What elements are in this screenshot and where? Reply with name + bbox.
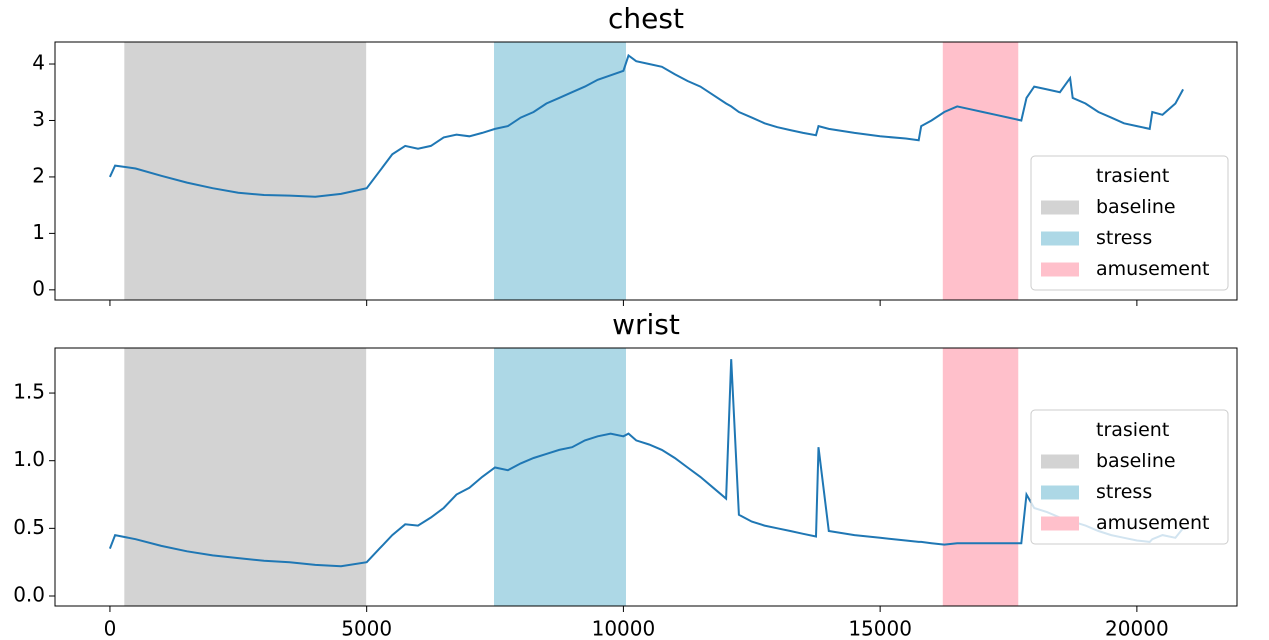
legend-swatch bbox=[1041, 200, 1079, 215]
x-tick-label: 10000 bbox=[592, 617, 656, 640]
y-tick-label: 0.0 bbox=[13, 582, 45, 606]
legend-label: amusement bbox=[1096, 512, 1209, 534]
y-tick-label: 3 bbox=[32, 107, 45, 131]
legend-swatch bbox=[1041, 516, 1079, 531]
legend-box bbox=[1030, 155, 1229, 291]
legend-label: stress bbox=[1096, 481, 1152, 503]
x-tick-label: 0 bbox=[104, 617, 117, 640]
legend-label: stress bbox=[1096, 227, 1152, 249]
y-tick-label: 2 bbox=[32, 163, 45, 187]
legend-label: baseline bbox=[1096, 196, 1176, 218]
legend-label: trasient bbox=[1096, 419, 1169, 441]
legend-swatch bbox=[1041, 231, 1079, 246]
x-tick-label: 20000 bbox=[1105, 617, 1169, 640]
legend-label: trasient bbox=[1096, 165, 1169, 187]
legend-label: amusement bbox=[1096, 258, 1209, 280]
legend-swatch bbox=[1041, 169, 1079, 184]
y-tick-label: 1 bbox=[32, 220, 45, 244]
legend-swatch bbox=[1041, 454, 1079, 469]
span bbox=[942, 42, 1019, 300]
x-tick-label: 15000 bbox=[848, 617, 912, 640]
x-tick-label: 5000 bbox=[341, 617, 392, 640]
legend-swatch bbox=[1041, 262, 1079, 277]
legend-box bbox=[1030, 409, 1229, 545]
span bbox=[494, 42, 626, 300]
legend-swatch bbox=[1041, 423, 1079, 438]
span bbox=[124, 42, 367, 300]
axes-frame bbox=[54, 41, 1238, 301]
y-tick-label: 1.0 bbox=[13, 447, 45, 471]
span bbox=[494, 348, 626, 606]
y-tick-label: 4 bbox=[32, 51, 45, 75]
y-tick-label: 1.5 bbox=[13, 380, 45, 404]
y-tick-label: 0.5 bbox=[13, 515, 45, 539]
legend-swatch bbox=[1041, 485, 1079, 500]
legend-label: baseline bbox=[1096, 450, 1176, 472]
data-line bbox=[108, 53, 1184, 198]
chart-title: wrist bbox=[612, 308, 680, 341]
span bbox=[124, 348, 367, 606]
span bbox=[942, 348, 1019, 606]
axes-frame bbox=[54, 347, 1238, 607]
chart-title: chest bbox=[608, 2, 684, 35]
y-tick-label: 0 bbox=[32, 276, 45, 300]
